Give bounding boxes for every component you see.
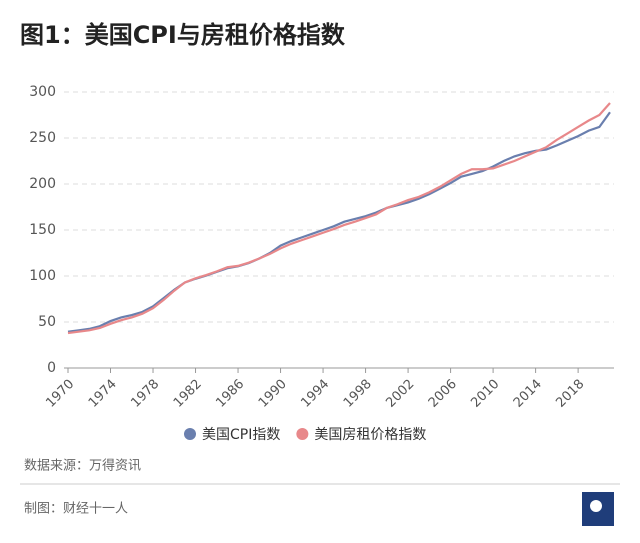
y-tick-label: 250 <box>29 130 56 146</box>
legend-marker <box>184 428 196 440</box>
y-tick-label: 150 <box>29 222 56 238</box>
x-tick-label: 1986 <box>213 377 247 411</box>
y-tick-label: 100 <box>29 268 56 284</box>
credit: 制图：财经十一人 <box>24 502 128 517</box>
x-tick-label: 2014 <box>511 377 545 411</box>
x-tick-label: 1982 <box>171 377 205 411</box>
x-tick-label: 2006 <box>426 377 460 411</box>
x-tick-label: 2010 <box>468 377 502 411</box>
x-tick-label: 1990 <box>256 377 290 411</box>
series-line <box>67 102 611 335</box>
y-tick-label: 200 <box>29 176 56 192</box>
logo-icon <box>590 500 602 512</box>
source: 数据来源：万得资讯 <box>24 458 141 474</box>
x-tick-label: 1970 <box>43 377 77 411</box>
series-line <box>67 111 611 333</box>
y-tick-label: 0 <box>47 360 56 376</box>
chart-title: 图1：美国CPI与房租价格指数 <box>20 21 346 49</box>
x-tick-label: 1978 <box>128 377 162 411</box>
x-tick-label: 2018 <box>553 377 587 411</box>
y-tick-label: 300 <box>29 84 56 100</box>
legend-label: 美国CPI指数 <box>202 427 280 443</box>
x-tick-label: 1994 <box>298 377 332 411</box>
legend-label: 美国房租价格指数 <box>314 427 426 443</box>
x-tick-label: 2002 <box>383 377 417 411</box>
y-tick-label: 50 <box>38 314 56 330</box>
legend-marker <box>296 428 309 440</box>
x-tick-label: 1998 <box>341 377 375 411</box>
x-tick-label: 1974 <box>86 377 120 411</box>
